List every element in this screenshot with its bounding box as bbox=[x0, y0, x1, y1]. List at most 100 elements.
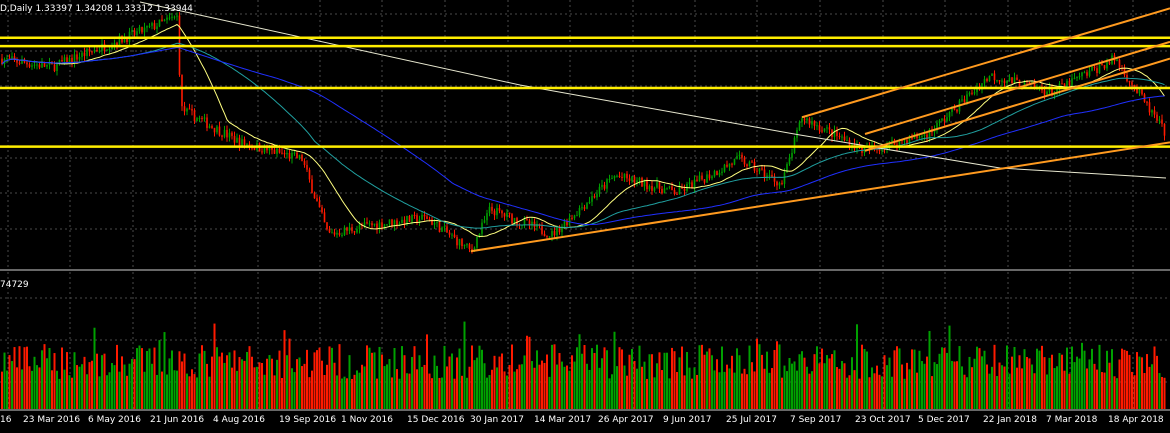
volume-bar bbox=[208, 376, 211, 409]
time-axis-label: 16 bbox=[0, 415, 12, 425]
volume-bar bbox=[416, 369, 418, 409]
candle-body bbox=[1106, 62, 1108, 69]
volume-bar bbox=[31, 370, 33, 409]
volume-bar bbox=[156, 374, 158, 409]
volume-bar bbox=[923, 363, 926, 409]
volume-bar bbox=[1038, 350, 1041, 409]
volume-bar bbox=[148, 348, 151, 409]
volume-bar bbox=[888, 357, 891, 409]
candle-body bbox=[861, 146, 863, 153]
volume-bar bbox=[326, 364, 328, 409]
volume-bar bbox=[1106, 350, 1108, 409]
candle-body bbox=[273, 149, 276, 154]
candle-body bbox=[26, 62, 28, 65]
candle-body bbox=[513, 217, 516, 224]
candle-body bbox=[233, 135, 236, 143]
volume-bar bbox=[268, 355, 271, 409]
volume-bar bbox=[181, 361, 183, 409]
candle-body bbox=[266, 145, 268, 151]
candle-body bbox=[638, 177, 641, 181]
candle-body bbox=[66, 57, 68, 64]
candle-body bbox=[408, 215, 411, 222]
candle-body bbox=[1078, 76, 1081, 78]
volume-bar bbox=[1001, 365, 1003, 409]
volume-bar bbox=[1146, 354, 1148, 409]
volume-bar bbox=[408, 373, 411, 409]
volume-bar bbox=[861, 344, 863, 409]
candle-body bbox=[1011, 77, 1013, 84]
candle-body bbox=[353, 231, 356, 233]
volume-bar bbox=[48, 348, 51, 409]
candle-body bbox=[263, 145, 266, 153]
candle-body bbox=[193, 110, 196, 122]
candle-body bbox=[21, 59, 23, 64]
candle-body bbox=[1068, 80, 1071, 86]
volume-bar bbox=[926, 356, 928, 409]
candle-body bbox=[183, 106, 186, 112]
volume-bar bbox=[61, 347, 63, 409]
volume-bar bbox=[278, 350, 281, 409]
candle-body bbox=[908, 136, 911, 144]
volume-bar bbox=[756, 338, 758, 409]
volume-bar bbox=[958, 346, 961, 409]
volume-bar bbox=[633, 360, 636, 409]
volume-bar bbox=[598, 367, 601, 409]
volume-bar bbox=[748, 345, 751, 409]
candle-body bbox=[343, 227, 346, 235]
volume-bar bbox=[243, 360, 246, 409]
volume-bar bbox=[428, 373, 431, 409]
candle-layer bbox=[1, 12, 1166, 254]
candle-body bbox=[783, 172, 786, 184]
volume-bar bbox=[1048, 357, 1051, 409]
candle-body bbox=[1091, 66, 1093, 71]
candle-body bbox=[318, 201, 321, 208]
volume-bar bbox=[26, 346, 28, 409]
candle-body bbox=[176, 15, 178, 17]
candle-body bbox=[1118, 59, 1121, 68]
candle-body bbox=[423, 214, 426, 217]
volume-bar bbox=[1123, 349, 1126, 409]
candle-body bbox=[291, 152, 293, 159]
candle-body bbox=[1096, 68, 1098, 74]
candle-body bbox=[841, 136, 843, 138]
candle-body bbox=[696, 179, 698, 181]
volume-bar bbox=[1158, 373, 1161, 409]
candle-body bbox=[976, 87, 978, 93]
candle-body bbox=[878, 148, 881, 151]
candle-body bbox=[416, 215, 418, 223]
candle-body bbox=[458, 239, 461, 246]
volume-bar bbox=[146, 350, 148, 409]
drawing-layer[interactable] bbox=[0, 7, 1170, 253]
candle-body bbox=[1146, 101, 1148, 103]
volume-bar bbox=[58, 378, 61, 409]
volume-bar bbox=[733, 372, 736, 409]
candle-body bbox=[166, 17, 168, 20]
volume-bar bbox=[968, 356, 971, 409]
candle-body bbox=[1001, 80, 1003, 82]
volume-bar bbox=[793, 361, 796, 409]
candle-body bbox=[803, 118, 806, 121]
volume-bar bbox=[368, 347, 371, 409]
candle-body bbox=[1071, 78, 1073, 86]
candle-body bbox=[651, 185, 653, 191]
volume-bar bbox=[593, 353, 596, 409]
candle-body bbox=[1066, 80, 1068, 86]
candle-body bbox=[796, 130, 798, 138]
candle-body bbox=[576, 215, 578, 217]
volume-bar bbox=[478, 345, 481, 409]
candle-body bbox=[1061, 83, 1063, 85]
volume-bar bbox=[418, 355, 421, 409]
volume-bar bbox=[963, 374, 966, 409]
volume-bar bbox=[1036, 348, 1038, 409]
candle-body bbox=[83, 52, 86, 56]
volume-bar bbox=[271, 358, 273, 409]
volume-bar bbox=[443, 345, 446, 409]
volume-bar bbox=[331, 347, 333, 409]
candle-body bbox=[206, 117, 208, 128]
candle-body bbox=[381, 222, 383, 229]
volume-bar bbox=[468, 366, 471, 409]
candle-body bbox=[311, 179, 313, 193]
candle-body bbox=[936, 122, 938, 131]
